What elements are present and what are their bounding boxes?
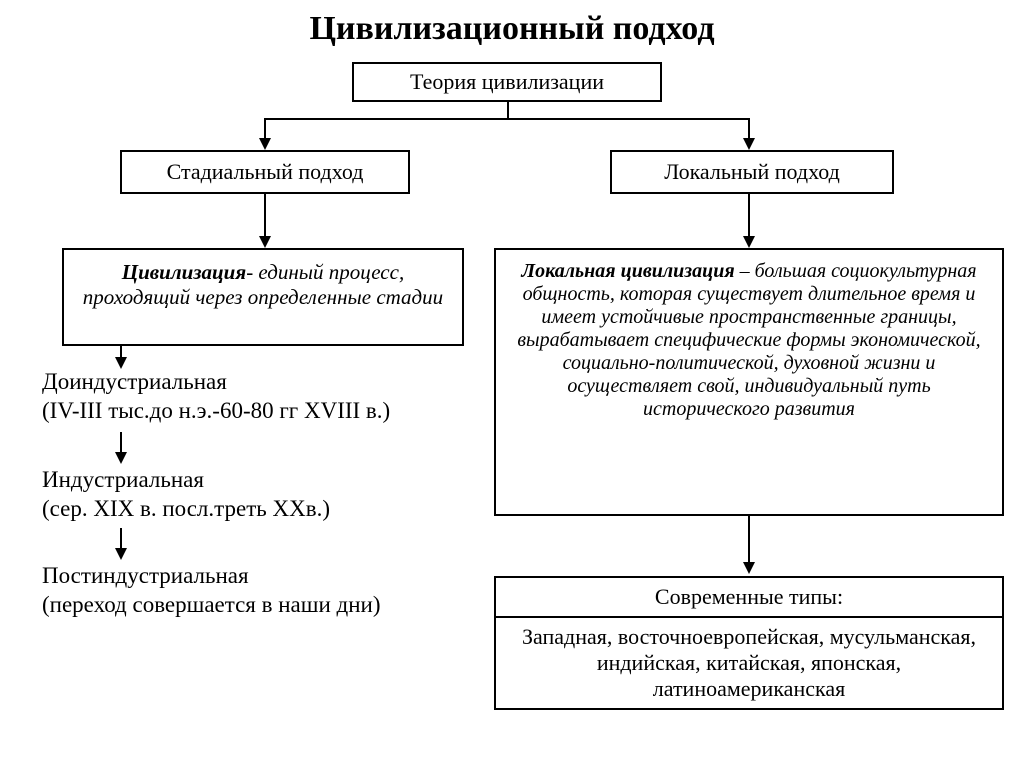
connector-line <box>748 118 750 138</box>
connector-line <box>264 194 266 236</box>
modern-types-header: Современные типы: <box>496 578 1002 618</box>
connector-line <box>264 118 266 138</box>
left-desc-box: Цивилизация- единый процесс, проходящий … <box>62 248 464 346</box>
arrow-down-icon <box>115 548 127 560</box>
arrow-down-icon <box>743 562 755 574</box>
arrow-down-icon <box>115 452 127 464</box>
right-desc-box: Локальная цивилизация – большая социокул… <box>494 248 1004 516</box>
connector-line <box>507 102 509 118</box>
arrow-down-icon <box>259 236 271 248</box>
root-box: Теория цивилизации <box>352 62 662 102</box>
arrow-down-icon <box>743 236 755 248</box>
modern-types-box: Современные типы: Западная, восточноевро… <box>494 576 1004 710</box>
stage-1: Доиндустриальная(IV-III тыс.до н.э.-60-8… <box>42 368 390 426</box>
connector-line <box>748 516 750 564</box>
modern-types-body: Западная, восточноевропейская, мусульман… <box>496 618 1002 708</box>
stage-2: Индустриальная(сер. XIX в. посл.треть XX… <box>42 466 330 524</box>
connector-line <box>120 528 122 550</box>
right-branch-box: Локальный подход <box>610 150 894 194</box>
connector-line <box>264 118 750 120</box>
connector-line <box>748 194 750 236</box>
arrow-down-icon <box>743 138 755 150</box>
arrow-down-icon <box>259 138 271 150</box>
arrow-down-icon <box>115 357 127 369</box>
diagram-title: Цивилизационный подход <box>0 10 1024 48</box>
left-branch-box: Стадиальный подход <box>120 150 410 194</box>
connector-line <box>120 432 122 454</box>
stage-3: Постиндустриальная(переход совершается в… <box>42 562 381 620</box>
